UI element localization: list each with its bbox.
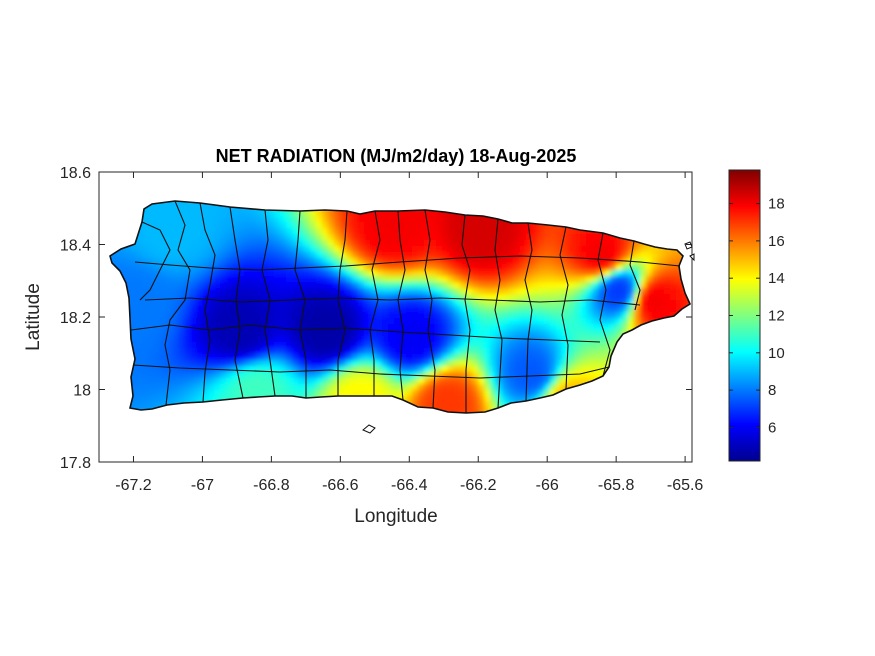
colorbar-tick-label: 8 — [768, 382, 776, 399]
x-tick-label: -66.4 — [391, 477, 428, 494]
municipality-border — [199, 202, 216, 403]
colorbar-ticks: 6 8 10 12 14 16 18 — [729, 196, 785, 436]
islet — [684, 241, 693, 250]
colorbar-tick-label: 14 — [768, 270, 785, 287]
islet — [689, 253, 695, 262]
municipality-border — [294, 210, 307, 398]
municipality-border — [524, 222, 533, 402]
colorbar-tick-label: 10 — [768, 345, 785, 362]
x-tick-label: -66 — [536, 477, 559, 494]
x-axis-label: Longitude — [354, 506, 437, 527]
municipality-borders — [130, 200, 681, 413]
y-tick-label: 18.2 — [60, 310, 91, 327]
x-tick-label: -66.6 — [322, 477, 359, 494]
municipality-border — [144, 297, 641, 306]
colorbar — [728, 169, 761, 462]
y-tick-label: 18 — [73, 383, 91, 400]
y-tick-label: 18.4 — [60, 238, 91, 255]
municipality-border — [132, 364, 610, 379]
x-tick-label: -66.8 — [253, 477, 290, 494]
municipality-border — [559, 226, 569, 390]
municipality-border — [337, 210, 348, 396]
municipality-border — [629, 240, 641, 311]
x-tick-label: -65.8 — [598, 477, 635, 494]
chart-title: NET RADIATION (MJ/m2/day) 18-Aug-2025 — [216, 146, 577, 166]
municipality-border — [461, 214, 471, 413]
y-axis-ticks: 17.8 18 18.2 18.4 18.6 — [60, 165, 692, 472]
x-tick-label: -65.6 — [667, 477, 704, 494]
municipality-border — [130, 324, 601, 343]
x-axis-ticks: -67.2 -67 -66.8 -66.6 -66.4 -66.2 -66 -65.8 -65.… — [115, 172, 703, 494]
municipality-border — [494, 218, 503, 409]
x-tick-label: -67.2 — [115, 477, 152, 494]
municipality-border — [229, 206, 244, 399]
colorbar-tick-label: 16 — [768, 233, 785, 250]
municipality-border — [597, 232, 611, 377]
municipality-border — [139, 221, 171, 301]
municipality-border — [134, 255, 681, 271]
x-tick-label: -66.2 — [460, 477, 497, 494]
municipality-border — [164, 200, 191, 406]
colorbar-tick-label: 12 — [768, 308, 785, 325]
municipality-border — [261, 209, 276, 397]
y-axis-label: Latitude — [23, 283, 44, 351]
municipality-border — [424, 209, 436, 409]
radiation-field — [110, 201, 690, 413]
y-tick-label: 17.8 — [60, 455, 91, 472]
y-tick-label: 18.6 — [60, 165, 91, 182]
colorbar-tick-label: 6 — [768, 419, 776, 436]
islet — [362, 424, 376, 434]
x-tick-label: -67 — [191, 477, 214, 494]
island-outline — [109, 200, 692, 414]
small-islands — [362, 241, 695, 434]
colorbar-tick-label: 18 — [768, 196, 785, 213]
